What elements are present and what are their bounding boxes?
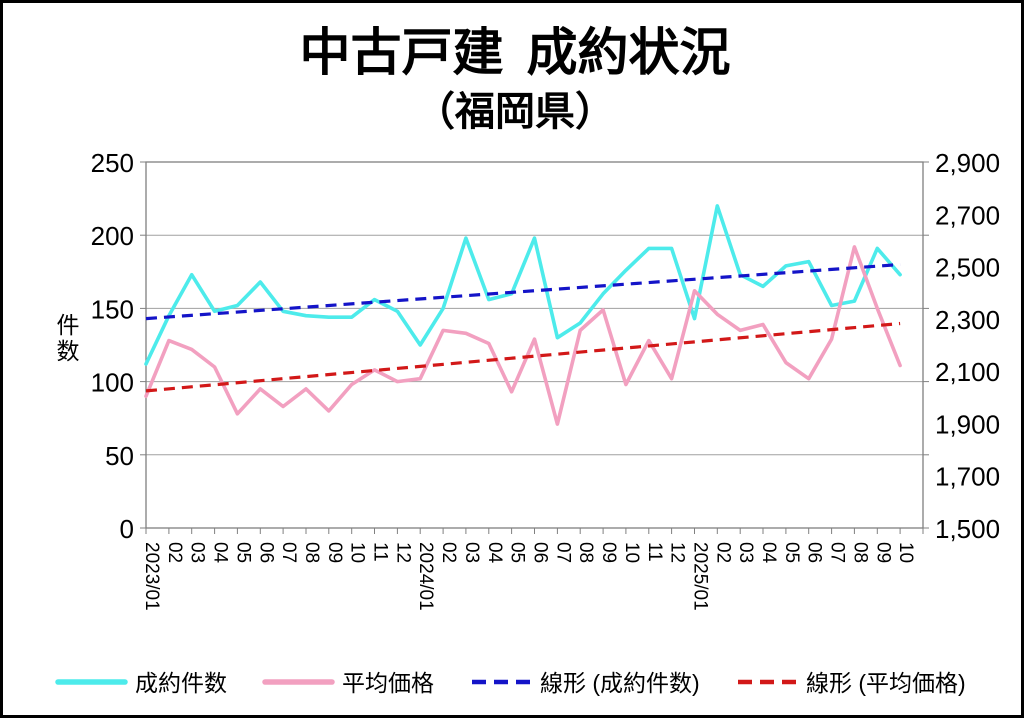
svg-text:2,700: 2,700 <box>935 200 1000 230</box>
svg-text:成約件数: 成約件数 <box>135 670 227 696</box>
svg-text:100: 100 <box>91 368 134 398</box>
svg-text:12: 12 <box>667 542 688 563</box>
svg-text:1,500: 1,500 <box>935 514 1000 544</box>
svg-text:05: 05 <box>781 542 802 563</box>
svg-text:12: 12 <box>392 542 413 563</box>
svg-text:11: 11 <box>370 542 391 562</box>
svg-text:50: 50 <box>105 441 134 471</box>
svg-text:06: 06 <box>255 542 276 563</box>
svg-text:08: 08 <box>849 542 870 563</box>
svg-text:09: 09 <box>324 542 345 563</box>
svg-text:02: 02 <box>712 542 733 563</box>
svg-text:09: 09 <box>872 542 893 563</box>
svg-text:10: 10 <box>347 542 368 563</box>
svg-text:1,700: 1,700 <box>935 462 1000 492</box>
svg-text:03: 03 <box>735 542 756 563</box>
svg-text:05: 05 <box>232 542 253 563</box>
svg-text:線形 (成約件数): 線形 (成約件数) <box>540 670 700 696</box>
svg-text:04: 04 <box>484 542 505 564</box>
svg-text:11: 11 <box>644 542 665 562</box>
svg-text:06: 06 <box>804 542 825 563</box>
svg-text:08: 08 <box>301 542 322 563</box>
svg-text:数: 数 <box>57 338 80 364</box>
svg-text:06: 06 <box>530 542 551 563</box>
svg-text:03: 03 <box>461 542 482 563</box>
svg-text:2,100: 2,100 <box>935 357 1000 387</box>
svg-text:03: 03 <box>187 542 208 563</box>
svg-text:線形 (平均価格): 線形 (平均価格) <box>806 670 966 696</box>
svg-text:10: 10 <box>895 542 916 563</box>
svg-text:2,900: 2,900 <box>935 148 1000 178</box>
svg-text:1,900: 1,900 <box>935 409 1000 439</box>
svg-text:250: 250 <box>91 148 134 178</box>
svg-text:200: 200 <box>91 221 134 251</box>
svg-text:09: 09 <box>598 542 619 563</box>
svg-text:0: 0 <box>120 514 134 544</box>
svg-text:2,300: 2,300 <box>935 305 1000 335</box>
svg-text:07: 07 <box>278 542 299 563</box>
svg-text:2024/01: 2024/01 <box>415 542 436 611</box>
svg-text:02: 02 <box>164 542 185 563</box>
svg-text:07: 07 <box>552 542 573 563</box>
svg-text:02: 02 <box>438 542 459 563</box>
svg-text:150: 150 <box>91 294 134 324</box>
svg-text:08: 08 <box>575 542 596 563</box>
svg-text:05: 05 <box>507 542 528 563</box>
svg-text:2023/01: 2023/01 <box>141 542 162 611</box>
svg-text:件: 件 <box>57 312 80 338</box>
svg-text:04: 04 <box>210 542 231 564</box>
svg-text:07: 07 <box>827 542 848 563</box>
svg-text:平均価格: 平均価格 <box>342 670 434 696</box>
svg-text:04: 04 <box>758 542 779 564</box>
svg-text:10: 10 <box>621 542 642 563</box>
svg-text:2,500: 2,500 <box>935 253 1000 283</box>
svg-text:2025/01: 2025/01 <box>690 542 711 611</box>
